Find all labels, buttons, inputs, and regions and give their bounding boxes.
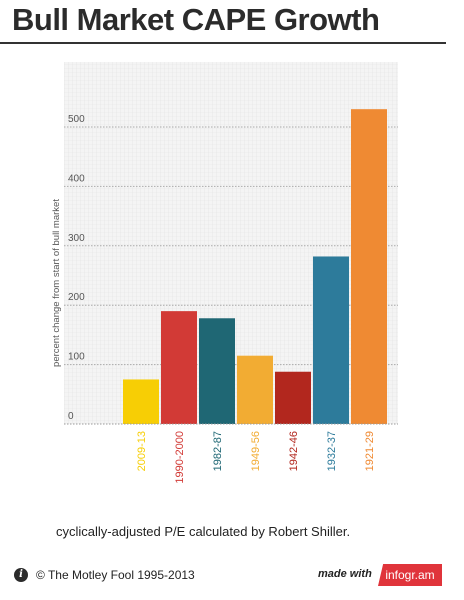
chart-title: Bull Market CAPE Growth — [12, 2, 380, 37]
y-axis-label: percent change from start of bull market — [51, 199, 62, 367]
bar-1949-56[interactable] — [237, 355, 273, 424]
x-tick-label: 1942-46 — [288, 431, 300, 471]
x-tick-label: 1921-29 — [364, 431, 376, 471]
footer-credit: i © The Motley Fool 1995-2013 — [14, 568, 195, 582]
y-tick-label: 200 — [68, 292, 85, 303]
x-tick-label: 2009-13 — [136, 431, 148, 471]
y-tick-label: 300 — [68, 233, 85, 244]
x-axis-ticks: 2009-13 1990-2000 1982-87 1949-56 1942-46 193… — [64, 423, 398, 484]
y-tick-label: 0 — [68, 411, 74, 422]
caption: cyclically-adjusted P/E calculated by Ro… — [56, 524, 351, 539]
bar-1932-37[interactable] — [313, 256, 349, 424]
bar-chart: 0 100 200 300 400 500 2009-13 1990-2000 1982-87… — [51, 62, 398, 484]
y-tick-label: 400 — [68, 173, 85, 184]
x-tick-label: 1990-2000 — [174, 431, 186, 484]
copyright-text: © The Motley Fool 1995-2013 — [36, 568, 195, 582]
info-icon[interactable]: i — [14, 568, 28, 582]
y-tick-label: 500 — [68, 114, 85, 125]
x-tick-label: 1982-87 — [212, 431, 224, 471]
bar-1990-2000[interactable] — [161, 311, 197, 424]
bar-2009-13[interactable] — [123, 379, 159, 424]
x-tick-label: 1949-56 — [250, 431, 262, 471]
bar-1942-46[interactable] — [275, 371, 311, 424]
x-tick-label: 1932-37 — [326, 431, 338, 471]
y-tick-label: 100 — [68, 352, 85, 363]
title-divider — [0, 42, 446, 44]
bar-1982-87[interactable] — [199, 318, 235, 424]
made-with-text: made with — [318, 568, 372, 580]
bar-1921-29[interactable] — [351, 109, 387, 425]
y-axis-ticks: 0 100 200 300 400 500 — [68, 114, 85, 422]
bars — [123, 109, 387, 425]
infogram-logo[interactable]: infogr.am — [378, 564, 442, 586]
